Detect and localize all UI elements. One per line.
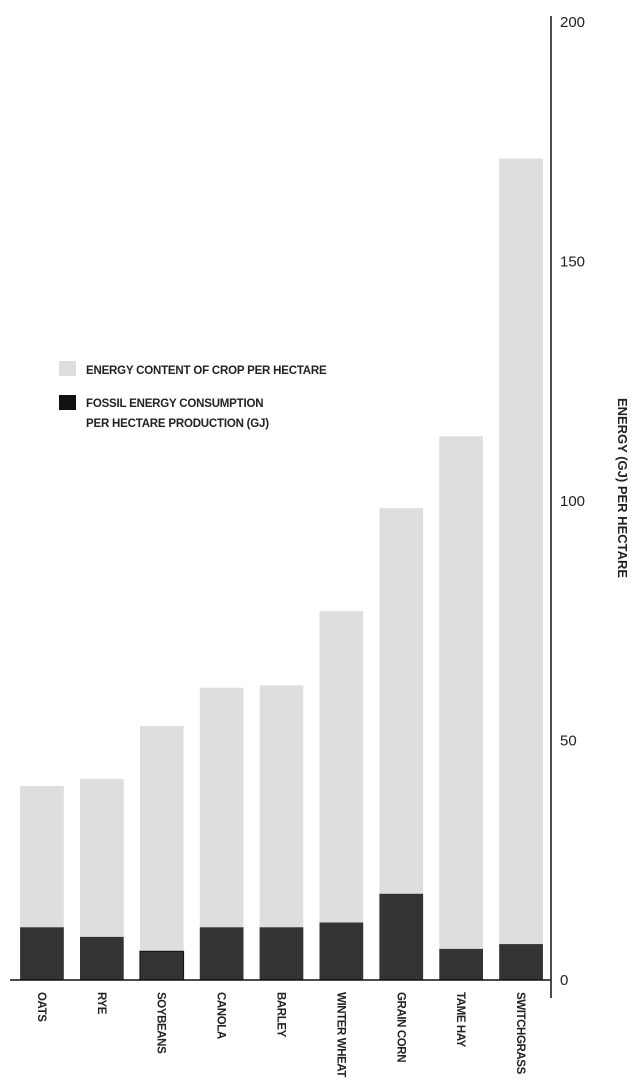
x-tick-label-canola: CANOLA [215,992,227,1039]
y-tick-label-200: 200 [560,14,585,31]
x-tick-label-grain-corn: GRAIN CORN [394,992,406,1062]
bar-fossil-energy-winter-wheat [319,922,364,980]
bar-energy-content-switchgrass [499,158,543,980]
bar-fossil-energy-soybeans [139,950,185,981]
x-tick-label-switchgrass: SWITCHGRASS [514,992,526,1075]
legend-label-energy-content: ENERGY CONTENT OF CROP PER HECTARE [86,365,327,377]
bar-fossil-energy-switchgrass [499,944,543,980]
legend-swatch-fossil-energy [59,395,76,410]
x-tick-label-rye: RYE [95,992,107,1015]
x-tick-label-barley: BARLEY [275,992,287,1038]
bar-energy-content-soybeans [139,726,184,980]
bar-fossil-energy-rye [80,936,124,980]
legend-swatch-energy-content [59,361,76,376]
x-tick-label-soybeans: SOYBEANS [155,992,167,1054]
bar-energy-content-winter-wheat [319,611,364,980]
y-ticks-layer: 0 50 100 150 200 [560,14,585,989]
x-tick-label-oats: OATS [35,992,47,1022]
x-tick-label-tame-hay: TAME HAY [454,992,466,1048]
bar-energy-content-tame-hay [439,436,483,980]
bar-fossil-energy-canola [199,927,244,980]
bar-fossil-energy-grain-corn [379,893,424,980]
x-tick-label-winter-wheat: WINTER WHEAT [334,992,346,1077]
bar-fossil-energy-tame-hay [439,948,483,980]
y-tick-label-150: 150 [560,254,585,271]
y-tick-label-100: 100 [560,493,585,510]
bars-layer [20,158,543,981]
legend-label-fossil-energy: FOSSIL ENERGY CONSUMPTION PER HECTARE PR… [86,398,269,430]
y-tick-label-50: 50 [560,733,577,750]
legend: ENERGY CONTENT OF CROP PER HECTARE FOSSI… [59,361,327,430]
y-tick-label-0: 0 [560,972,568,989]
x-labels-layer: OATS RYE SOYBEANS CANOLA BARLEY WINTER WHEAT G… [35,992,526,1077]
bar-fossil-energy-oats [20,927,64,980]
bar-fossil-energy-barley [259,927,304,980]
y-axis-title: ENERGY (GJ) PER HECTARE [615,398,630,578]
